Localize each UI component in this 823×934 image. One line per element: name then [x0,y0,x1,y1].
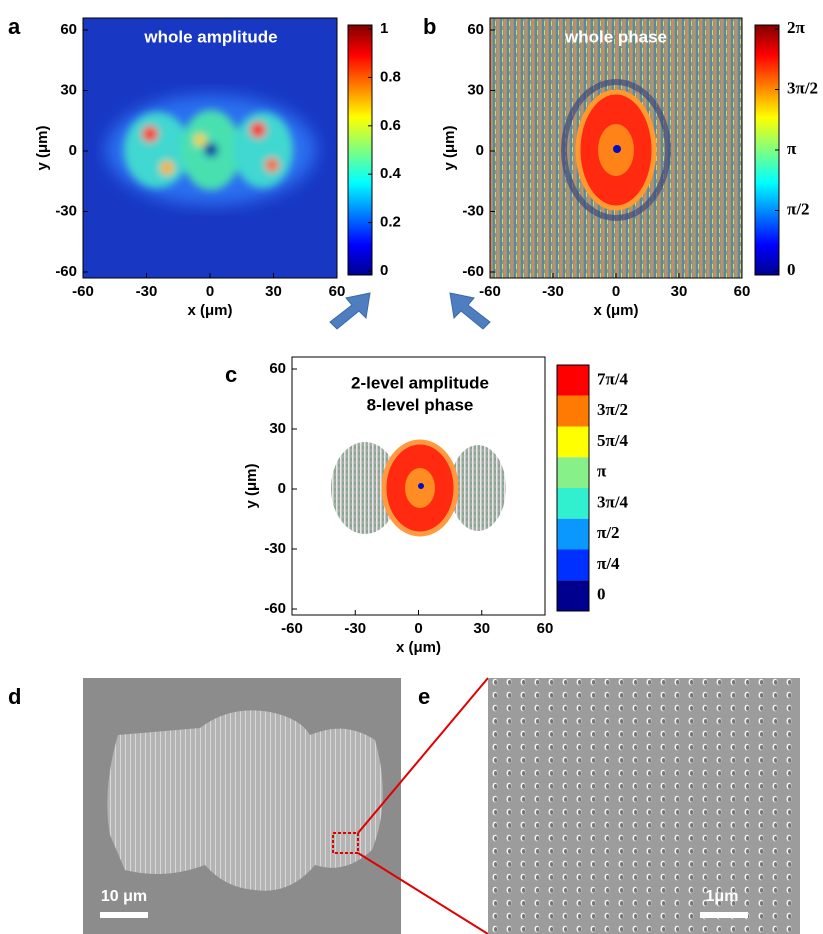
y-tick-label: 0 [69,142,77,159]
x-tick-label: -30 [542,283,564,300]
panel-label: d [8,684,21,709]
y-tick-label: -60 [264,600,286,617]
colorbar-level-label: 3π/2 [597,400,628,419]
zoom-line [357,852,489,934]
x-tick-label: 0 [612,283,620,300]
panel-label: e [418,684,430,709]
colorbar-level [557,580,589,611]
x-tick-label: -60 [281,620,303,637]
colorbar-tick-label: 0.2 [380,214,401,231]
colorbar [347,24,373,276]
colorbar-tick-label: 0.4 [380,165,402,182]
colorbar-tick-label: 0 [380,262,388,279]
y-tick-label: 60 [269,360,286,377]
colorbar-level [557,457,589,488]
phase-image [490,18,742,278]
colorbar-tick-label: 0.6 [380,117,401,134]
colorbar-level [557,518,589,550]
arrow [329,292,371,330]
panel-title: 2-level amplitude [351,373,489,392]
x-tick-label: 0 [414,620,422,637]
panel-title: 8-level phase [367,395,474,414]
colorbar-tick-label: π [787,139,797,158]
y-axis-label: y (μm) [34,125,51,170]
x-tick-label: 0 [206,283,214,300]
y-tick-label: -60 [55,263,77,280]
colorbar-tick-label: 1 [380,20,388,37]
panel-label: c [225,362,237,387]
y-tick-label: -30 [264,540,286,557]
colorbar-tick-label: 3π/2 [787,78,818,97]
y-tick-label: 60 [60,21,77,38]
y-tick-label: 30 [467,81,484,98]
zoom-line [357,677,489,834]
arrow [449,292,491,330]
colorbar-level-label: 7π/4 [597,369,629,388]
y-axis-label: y (μm) [441,125,458,170]
y-tick-label: 0 [476,142,484,159]
panel-label: b [423,14,436,39]
colorbar-tick-label: 2π [787,18,806,37]
x-tick-label: 60 [537,620,554,637]
x-tick-label: -60 [479,283,501,300]
scale-bar-label: 1μm [706,888,739,905]
x-tick-label: 30 [671,283,688,300]
colorbar-level-label: π/4 [597,554,620,573]
x-tick-label: 30 [473,620,490,637]
amplitude-image [83,18,337,278]
x-tick-label: -30 [136,283,158,300]
y-axis-label: y (μm) [243,463,260,508]
colorbar-level-label: 3π/4 [597,492,629,511]
colorbar-level [557,365,589,396]
x-tick-label: -30 [344,620,366,637]
y-tick-label: 30 [269,420,286,437]
y-tick-label: 30 [60,81,77,98]
y-tick-label: 0 [278,480,286,497]
scale-bar-label: 10 μm [101,888,147,905]
colorbar-tick-label: 0.8 [380,68,401,85]
x-tick-label: 60 [329,283,346,300]
quantized-image [292,357,545,615]
y-tick-label: 60 [467,21,484,38]
sem-image-overview [83,678,401,934]
colorbar-level [557,488,589,519]
colorbar-level-label: π/2 [597,523,620,542]
sem-image-zoom [488,678,800,934]
x-tick-label: -60 [72,283,94,300]
y-tick-label: -30 [462,202,484,219]
colorbar-level [557,395,589,427]
panel-title: whole phase [564,27,667,46]
x-axis-label: x (μm) [187,302,232,319]
colorbar-frame [556,364,590,612]
y-tick-label: -30 [55,202,77,219]
colorbar-level-label: π [597,462,607,481]
colorbar-level-label: 0 [597,585,606,604]
colorbar-level [557,549,589,581]
y-tick-label: -60 [462,263,484,280]
x-tick-label: 60 [734,283,751,300]
panel-label: a [8,14,21,39]
x-axis-label: x (μm) [593,302,638,319]
colorbar-level [557,426,589,458]
colorbar-tick-label: 0 [787,260,796,279]
panel-title: whole amplitude [143,27,277,46]
x-tick-label: 30 [265,283,282,300]
x-axis-label: x (μm) [396,639,441,656]
colorbar-tick-label: π/2 [787,199,810,218]
colorbar-level-label: 5π/4 [597,431,629,450]
